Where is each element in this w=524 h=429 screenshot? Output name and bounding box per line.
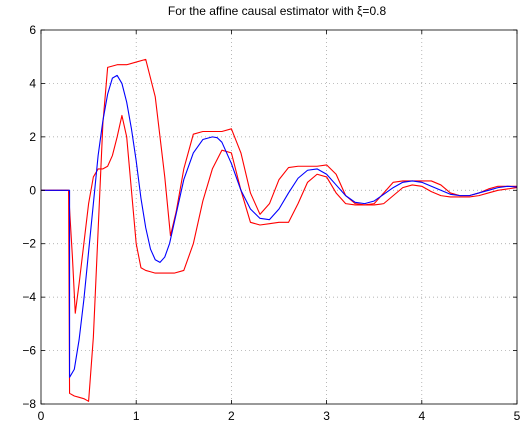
y-tick-label: −2	[22, 237, 36, 251]
y-tick-label: −4	[22, 290, 36, 304]
y-tick-label: 2	[29, 130, 36, 144]
grid-lines	[41, 30, 517, 404]
x-tick-label: 3	[323, 409, 330, 423]
x-tick-label: 0	[38, 409, 45, 423]
x-tick-label: 4	[418, 409, 425, 423]
chart-title: For the affine causal estimator with ξ=0…	[168, 4, 387, 18]
y-tick-label: 6	[29, 23, 36, 37]
y-tick-label: 4	[29, 76, 36, 90]
axis-ticks	[41, 30, 517, 404]
y-tick-label: −6	[22, 344, 36, 358]
y-axis-tick-labels: −8 −6 −4 −2 0 2 4 6	[22, 23, 36, 411]
series-line-3	[41, 75, 517, 377]
series-lines	[41, 59, 517, 401]
x-tick-label: 2	[228, 409, 235, 423]
y-tick-label: 0	[29, 183, 36, 197]
x-axis-tick-labels: 0 1 2 3 4 5	[38, 409, 521, 423]
series-line-1	[41, 59, 517, 401]
x-tick-label: 5	[514, 409, 521, 423]
plot-area-frame	[41, 30, 517, 404]
series-line-2	[41, 115, 517, 313]
y-tick-label: −8	[22, 397, 36, 411]
x-tick-label: 1	[133, 409, 140, 423]
